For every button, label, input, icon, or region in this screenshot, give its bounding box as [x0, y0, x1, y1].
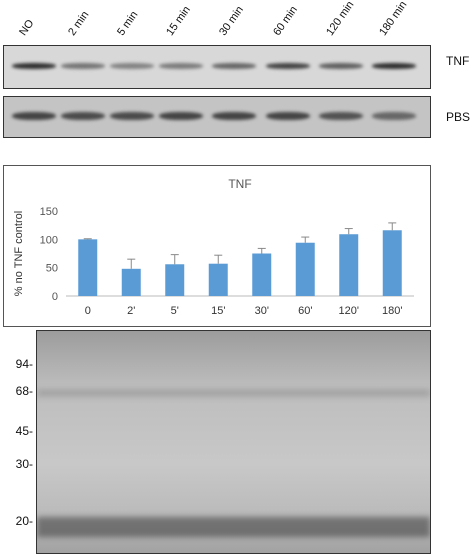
- mw-marker-label: 30-: [15, 457, 33, 471]
- lane-label: 120 min: [324, 0, 357, 39]
- blot-band: [212, 112, 256, 120]
- blot-band: [266, 112, 310, 120]
- total-protein-stain-panel: [36, 330, 431, 554]
- y-axis-label: % no TNF control: [13, 211, 25, 296]
- lane-label: 30 min: [217, 4, 246, 38]
- bar: [382, 230, 402, 296]
- y-tick-label: 100: [40, 234, 58, 246]
- bar: [295, 242, 315, 296]
- chart-svg: TNF % no TNF control 0 50 100 150 0 2' 5' 15' 30' 6…: [13, 177, 414, 317]
- tnf-bar-chart: TNF % no TNF control 0 50 100 150 0 2' 5' 15' 30' 6…: [3, 165, 431, 327]
- lane-label: 180 min: [377, 0, 410, 39]
- pbs-blot-label: PBS: [446, 110, 471, 124]
- x-tick-label: 15': [211, 305, 225, 317]
- blot-band: [372, 63, 416, 69]
- x-tick-label: 120': [339, 305, 359, 317]
- y-tick-label: 150: [40, 206, 58, 218]
- x-tick-label: 0: [85, 305, 91, 317]
- blot-band: [61, 63, 105, 69]
- bar: [165, 264, 185, 296]
- tnf-blot-panel: [3, 45, 431, 89]
- chart-title: TNF: [228, 177, 251, 191]
- blot-band: [212, 63, 256, 69]
- blot-band: [319, 112, 363, 120]
- mw-marker-label: 45-: [15, 424, 33, 438]
- lane-label: 15 min: [164, 4, 193, 38]
- x-tick-label: 2': [127, 305, 135, 317]
- lane-label: 2 min: [66, 9, 92, 38]
- blot-band: [319, 63, 363, 69]
- x-tick-label: 5': [171, 305, 179, 317]
- tnf-blot-label: TNF: [446, 54, 470, 68]
- blot-band: [159, 112, 203, 120]
- pbs-blot-panel: [3, 96, 431, 138]
- lane-label: 5 min: [115, 9, 141, 38]
- blot-band: [110, 63, 154, 69]
- bar: [208, 263, 228, 296]
- blot-band: [12, 112, 56, 120]
- blot-band: [159, 63, 203, 69]
- stain-band-20: [37, 517, 430, 537]
- mw-marker-label: 94-: [15, 357, 33, 371]
- bar: [121, 268, 141, 296]
- stain-band-68: [37, 389, 430, 397]
- lane-label: 60 min: [271, 4, 300, 38]
- x-tick-label: 180': [382, 305, 402, 317]
- blot-band: [266, 63, 310, 69]
- x-tick-label: 30': [255, 305, 269, 317]
- bar: [78, 239, 98, 296]
- blot-band: [110, 112, 154, 120]
- blot-band: [372, 112, 416, 120]
- x-tick-label: 60': [298, 305, 312, 317]
- bar: [252, 253, 272, 296]
- blot-band: [12, 63, 56, 69]
- mw-marker-label: 20-: [15, 514, 33, 528]
- y-tick-label: 50: [46, 263, 58, 275]
- y-tick-label: 0: [52, 291, 58, 303]
- blot-band: [61, 112, 105, 120]
- lane-label: NO: [17, 17, 37, 38]
- bar: [339, 234, 359, 296]
- mw-marker-label: 68-: [15, 384, 33, 398]
